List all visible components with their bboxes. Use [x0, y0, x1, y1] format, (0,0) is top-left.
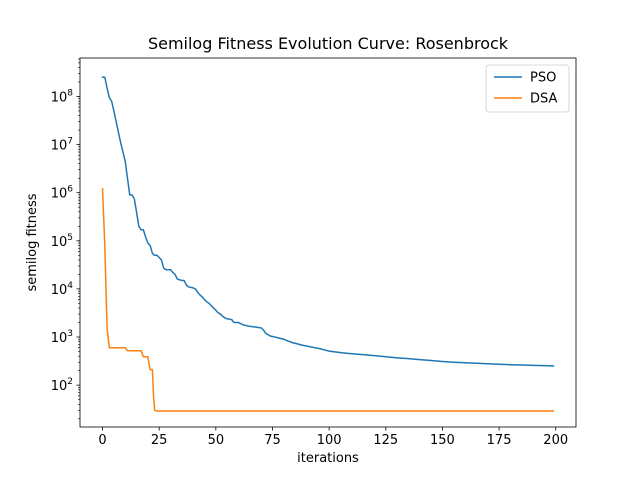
y-tick-label: 102 — [51, 377, 73, 394]
y-axis: 102 103 104 105 106 107 108 — [51, 58, 80, 420]
legend: PSO DSA — [485, 64, 570, 113]
x-tick-label: 200 — [543, 433, 568, 448]
x-tick-label: 0 — [98, 433, 106, 448]
x-tick-label: 125 — [373, 433, 398, 448]
legend-label-pso: PSO — [530, 71, 556, 86]
y-tick-label: 106 — [51, 185, 74, 202]
x-axis-label: iterations — [297, 451, 359, 466]
x-tick-label: 25 — [151, 433, 168, 448]
x-tick-label: 150 — [430, 433, 455, 448]
x-tick-label: 75 — [264, 433, 281, 448]
plot-area — [101, 76, 555, 412]
x-tick-label: 175 — [487, 433, 512, 448]
x-axis: 0 25 50 75 100 125 150 175 200 — [98, 427, 568, 448]
x-tick-label: 100 — [317, 433, 342, 448]
x-tick-label: 50 — [208, 433, 225, 448]
y-tick-label: 104 — [51, 281, 74, 298]
y-axis-label: semilog fitness — [25, 193, 40, 291]
series-line-pso — [101, 76, 555, 367]
y-tick-label: 107 — [51, 137, 73, 154]
series-line-dsa — [101, 188, 555, 412]
y-tick-label: 105 — [51, 233, 73, 250]
y-tick-label: 108 — [51, 88, 74, 105]
chart-title: Semilog Fitness Evolution Curve: Rosenbr… — [148, 34, 509, 53]
legend-label-dsa: DSA — [530, 92, 558, 107]
y-tick-label: 103 — [51, 329, 73, 346]
plot-frame — [79, 57, 577, 428]
